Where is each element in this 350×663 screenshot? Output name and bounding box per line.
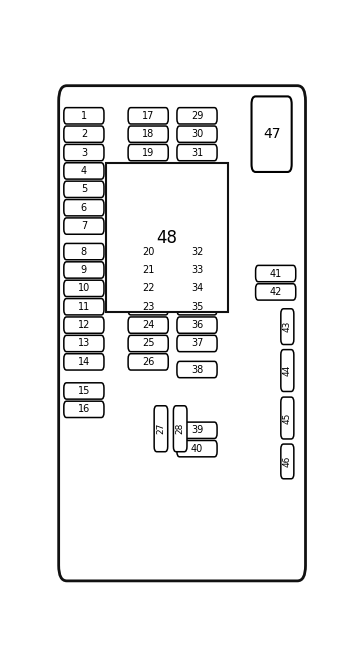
FancyBboxPatch shape — [173, 406, 187, 452]
FancyBboxPatch shape — [128, 298, 168, 315]
Text: 24: 24 — [142, 320, 154, 330]
FancyBboxPatch shape — [64, 243, 104, 260]
Text: 8: 8 — [81, 247, 87, 257]
FancyBboxPatch shape — [128, 353, 168, 370]
FancyBboxPatch shape — [281, 397, 294, 439]
Text: 15: 15 — [78, 386, 90, 396]
Text: 29: 29 — [191, 111, 203, 121]
Text: 44: 44 — [283, 365, 292, 376]
Text: 6: 6 — [81, 203, 87, 213]
Text: 32: 32 — [191, 247, 203, 257]
FancyBboxPatch shape — [281, 309, 294, 345]
Text: 34: 34 — [191, 283, 203, 293]
Text: 23: 23 — [142, 302, 154, 312]
Text: 38: 38 — [191, 365, 203, 375]
Text: 4: 4 — [81, 166, 87, 176]
FancyBboxPatch shape — [64, 262, 104, 278]
Text: 9: 9 — [81, 265, 87, 275]
FancyBboxPatch shape — [177, 107, 217, 124]
Text: 10: 10 — [78, 283, 90, 293]
FancyBboxPatch shape — [177, 361, 217, 378]
FancyBboxPatch shape — [177, 317, 217, 333]
Text: 45: 45 — [283, 412, 292, 424]
FancyBboxPatch shape — [64, 163, 104, 179]
FancyBboxPatch shape — [256, 265, 296, 282]
FancyBboxPatch shape — [177, 440, 217, 457]
FancyBboxPatch shape — [177, 145, 217, 160]
Text: 28: 28 — [176, 423, 185, 434]
Text: 14: 14 — [78, 357, 90, 367]
Text: 5: 5 — [81, 184, 87, 194]
FancyBboxPatch shape — [177, 280, 217, 296]
FancyBboxPatch shape — [106, 163, 228, 312]
Text: 40: 40 — [191, 444, 203, 453]
FancyBboxPatch shape — [64, 353, 104, 370]
FancyBboxPatch shape — [128, 107, 168, 124]
Text: 39: 39 — [191, 425, 203, 436]
Text: 46: 46 — [283, 455, 292, 467]
FancyBboxPatch shape — [64, 145, 104, 160]
FancyBboxPatch shape — [128, 335, 168, 351]
Text: 21: 21 — [142, 265, 154, 275]
FancyBboxPatch shape — [128, 317, 168, 333]
Text: 19: 19 — [142, 148, 154, 158]
Text: 35: 35 — [191, 302, 203, 312]
Text: 30: 30 — [191, 129, 203, 139]
FancyBboxPatch shape — [128, 280, 168, 296]
Text: 33: 33 — [191, 265, 203, 275]
FancyBboxPatch shape — [177, 298, 217, 315]
Text: 2: 2 — [81, 129, 87, 139]
Text: 11: 11 — [78, 302, 90, 312]
FancyBboxPatch shape — [128, 145, 168, 160]
FancyBboxPatch shape — [177, 335, 217, 351]
FancyBboxPatch shape — [64, 200, 104, 216]
FancyBboxPatch shape — [64, 298, 104, 315]
FancyBboxPatch shape — [64, 126, 104, 143]
Text: 47: 47 — [263, 127, 280, 141]
FancyBboxPatch shape — [64, 280, 104, 296]
FancyBboxPatch shape — [252, 96, 292, 172]
Text: 18: 18 — [142, 129, 154, 139]
Text: 43: 43 — [283, 321, 292, 332]
FancyBboxPatch shape — [128, 243, 168, 260]
FancyBboxPatch shape — [64, 317, 104, 333]
FancyBboxPatch shape — [177, 262, 217, 278]
Text: 1: 1 — [81, 111, 87, 121]
Text: 22: 22 — [142, 283, 154, 293]
FancyBboxPatch shape — [64, 107, 104, 124]
FancyBboxPatch shape — [64, 218, 104, 234]
FancyBboxPatch shape — [64, 335, 104, 351]
FancyBboxPatch shape — [281, 444, 294, 479]
FancyBboxPatch shape — [128, 126, 168, 143]
FancyBboxPatch shape — [64, 383, 104, 399]
Text: 41: 41 — [270, 269, 282, 278]
FancyBboxPatch shape — [256, 284, 296, 300]
FancyBboxPatch shape — [177, 243, 217, 260]
FancyBboxPatch shape — [59, 86, 306, 581]
Text: 27: 27 — [156, 423, 166, 434]
FancyBboxPatch shape — [64, 401, 104, 418]
Text: 37: 37 — [191, 339, 203, 349]
FancyBboxPatch shape — [128, 262, 168, 278]
Text: 36: 36 — [191, 320, 203, 330]
FancyBboxPatch shape — [154, 406, 168, 452]
FancyBboxPatch shape — [177, 422, 217, 438]
Text: 7: 7 — [81, 221, 87, 231]
Text: 20: 20 — [142, 247, 154, 257]
Text: 17: 17 — [142, 111, 154, 121]
Text: 42: 42 — [270, 287, 282, 297]
Text: 12: 12 — [78, 320, 90, 330]
Text: 3: 3 — [81, 148, 87, 158]
FancyBboxPatch shape — [177, 126, 217, 143]
Text: 48: 48 — [156, 229, 177, 247]
Text: 25: 25 — [142, 339, 154, 349]
Text: 13: 13 — [78, 339, 90, 349]
FancyBboxPatch shape — [64, 181, 104, 198]
FancyBboxPatch shape — [281, 349, 294, 391]
Text: 31: 31 — [191, 148, 203, 158]
Text: 26: 26 — [142, 357, 154, 367]
Text: 16: 16 — [78, 404, 90, 414]
